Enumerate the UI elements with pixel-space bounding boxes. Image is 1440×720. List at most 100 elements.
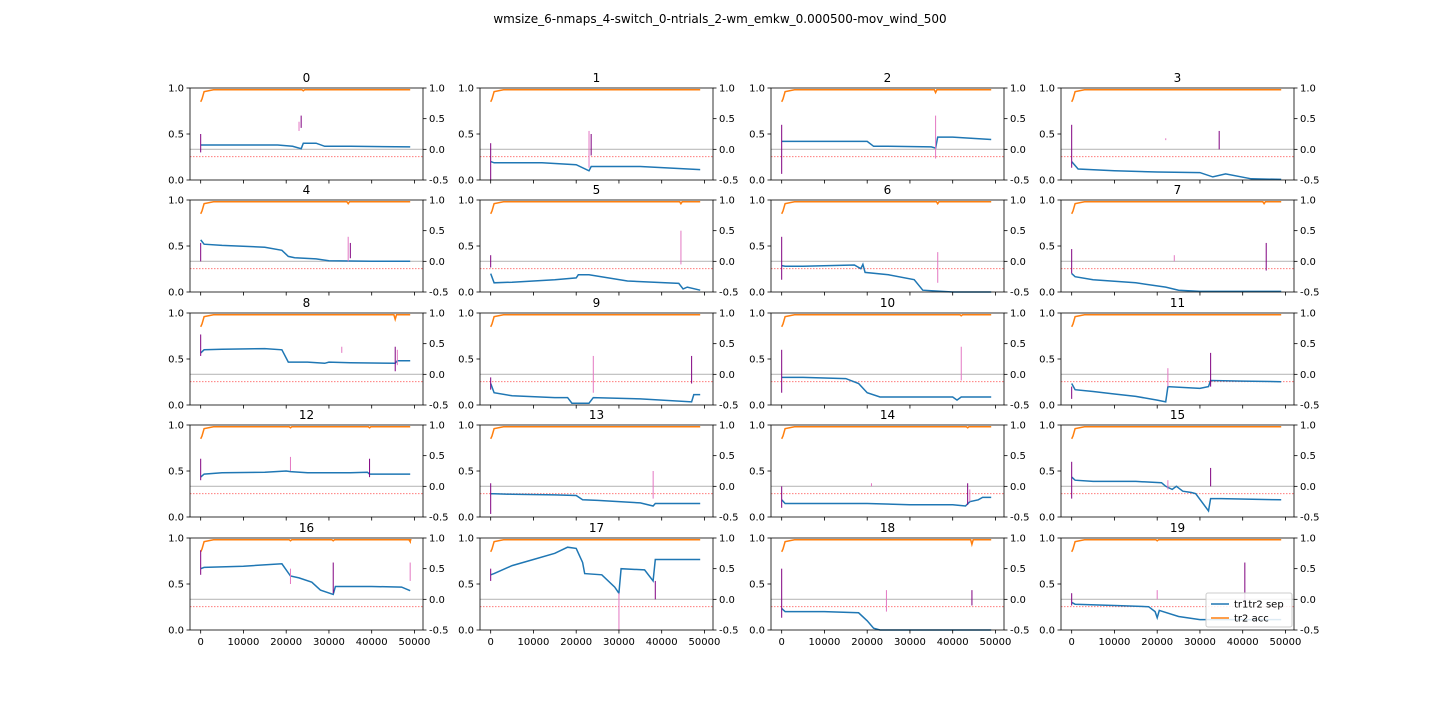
right-tick-label: 0.0 <box>1010 595 1026 606</box>
sep-line <box>200 563 411 596</box>
left-tick-label: 1.0 <box>749 421 765 432</box>
right-tick-label: 0.5 <box>719 114 735 125</box>
left-tick-label: 0.0 <box>749 513 765 524</box>
right-tick-label: -0.5 <box>1300 176 1320 187</box>
x-tick-label: 0 <box>198 637 204 648</box>
x-tick-label: 10000 <box>228 637 260 648</box>
right-tick-label: 0.0 <box>1300 595 1316 606</box>
sep-line <box>200 142 411 150</box>
right-tick-label: 1.0 <box>1010 84 1026 95</box>
x-tick-label: 50000 <box>980 637 1012 648</box>
acc-line <box>490 314 701 328</box>
right-tick-label: 0.0 <box>719 370 735 381</box>
left-tick-label: 0.5 <box>458 130 474 141</box>
right-tick-label: 0.5 <box>719 226 735 237</box>
x-tick-label: 40000 <box>646 637 678 648</box>
left-tick-label: 0.5 <box>1039 580 1055 591</box>
acc-line <box>200 426 411 440</box>
right-tick-label: 1.0 <box>719 534 735 545</box>
left-tick-label: 1.0 <box>168 196 184 207</box>
right-tick-label: 1.0 <box>1300 196 1316 207</box>
left-tick-label: 1.0 <box>458 196 474 207</box>
panel-13: 13 0.0 0.5 1.0 -0.5 0.0 0.5 1.0 <box>458 408 738 524</box>
left-tick-label: 1.0 <box>1039 534 1055 545</box>
right-tick-label: 1.0 <box>429 421 445 432</box>
left-tick-label: 1.0 <box>458 84 474 95</box>
right-tick-label: 1.0 <box>1010 196 1026 207</box>
right-tick-label: 0.0 <box>1300 370 1316 381</box>
axes-frame <box>189 424 424 518</box>
axes-frame <box>189 537 424 631</box>
right-tick-label: -0.5 <box>719 626 739 637</box>
right-tick-label: -0.5 <box>1010 176 1030 187</box>
left-tick-label: 1.0 <box>749 309 765 320</box>
right-tick-label: 1.0 <box>429 196 445 207</box>
left-tick-label: 0.5 <box>168 580 184 591</box>
left-tick-label: 0.5 <box>458 242 474 253</box>
axes-frame <box>479 537 714 631</box>
panel-title: 8 <box>303 296 311 310</box>
right-tick-label: 1.0 <box>1300 84 1316 95</box>
panel-3: 3 0.0 0.5 1.0 -0.5 0.0 0.5 1.0 <box>1039 71 1319 187</box>
right-tick-label: 0.0 <box>719 595 735 606</box>
left-tick-label: 0.5 <box>458 355 474 366</box>
left-tick-label: 0.5 <box>749 467 765 478</box>
right-tick-label: 0.5 <box>1300 564 1316 575</box>
panel-18: 18 0.0 0.5 1.0 -0.5 0.0 0.5 1.0 0 10000 20000 30000… <box>749 521 1029 648</box>
acc-line <box>490 201 701 215</box>
x-tick-label: 0 <box>1069 637 1075 648</box>
panel-title: 11 <box>1170 296 1185 310</box>
x-tick-label: 30000 <box>603 637 635 648</box>
right-tick-label: 0.0 <box>1010 145 1026 156</box>
left-tick-label: 1.0 <box>1039 309 1055 320</box>
left-tick-label: 1.0 <box>458 421 474 432</box>
acc-line <box>1071 539 1282 553</box>
left-tick-label: 0.0 <box>749 401 765 412</box>
right-tick-label: -0.5 <box>1300 513 1320 524</box>
axes-frame <box>770 537 1005 631</box>
acc-line <box>1071 201 1282 215</box>
right-tick-label: 1.0 <box>1300 421 1316 432</box>
sep-line <box>781 607 992 631</box>
right-tick-label: -0.5 <box>1010 513 1030 524</box>
x-tick-label: 0 <box>488 637 494 648</box>
panel-16: 16 0.0 0.5 1.0 -0.5 0.0 0.5 1.0 0 10000 20000 30000… <box>168 521 448 648</box>
right-tick-label: -0.5 <box>429 176 449 187</box>
panel-title: 0 <box>303 71 311 85</box>
x-tick-label: 20000 <box>270 637 302 648</box>
sep-line <box>781 262 992 293</box>
left-tick-label: 0.0 <box>168 513 184 524</box>
left-tick-label: 0.0 <box>168 176 184 187</box>
panel-4: 4 0.0 0.5 1.0 -0.5 0.0 0.5 1.0 <box>168 183 448 299</box>
right-tick-label: 1.0 <box>1010 534 1026 545</box>
left-tick-label: 0.0 <box>168 288 184 299</box>
x-tick-label: 10000 <box>518 637 550 648</box>
sep-line <box>490 546 701 596</box>
right-tick-label: 0.5 <box>1010 564 1026 575</box>
panel-2: 2 0.0 0.5 1.0 -0.5 0.0 0.5 1.0 <box>749 71 1029 187</box>
left-tick-label: 0.0 <box>458 288 474 299</box>
axes-frame <box>479 199 714 293</box>
acc-line <box>490 89 701 103</box>
right-tick-label: 0.0 <box>1300 482 1316 493</box>
acc-line <box>490 426 701 440</box>
sep-line <box>781 136 992 150</box>
figure-title: wmsize_6-nmaps_4-switch_0-ntrials_2-wm_e… <box>493 12 946 26</box>
axes-frame <box>189 312 424 406</box>
right-tick-label: 0.0 <box>1010 370 1026 381</box>
left-tick-label: 0.5 <box>1039 355 1055 366</box>
acc-line <box>1071 426 1282 440</box>
panel-5: 5 0.0 0.5 1.0 -0.5 0.0 0.5 1.0 <box>458 183 738 299</box>
right-tick-label: 1.0 <box>1010 309 1026 320</box>
right-tick-label: 0.0 <box>719 482 735 493</box>
left-tick-label: 0.5 <box>749 242 765 253</box>
left-tick-label: 0.5 <box>458 467 474 478</box>
right-tick-label: -0.5 <box>719 288 739 299</box>
sep-line <box>200 347 411 365</box>
right-tick-label: 0.5 <box>1010 226 1026 237</box>
panel-10: 10 0.0 0.5 1.0 -0.5 0.0 0.5 1.0 <box>749 296 1029 412</box>
x-tick-label: 10000 <box>1099 637 1131 648</box>
panel-8: 8 0.0 0.5 1.0 -0.5 0.0 0.5 1.0 <box>168 296 448 412</box>
panel-title: 16 <box>299 521 314 535</box>
acc-line <box>1071 89 1282 103</box>
